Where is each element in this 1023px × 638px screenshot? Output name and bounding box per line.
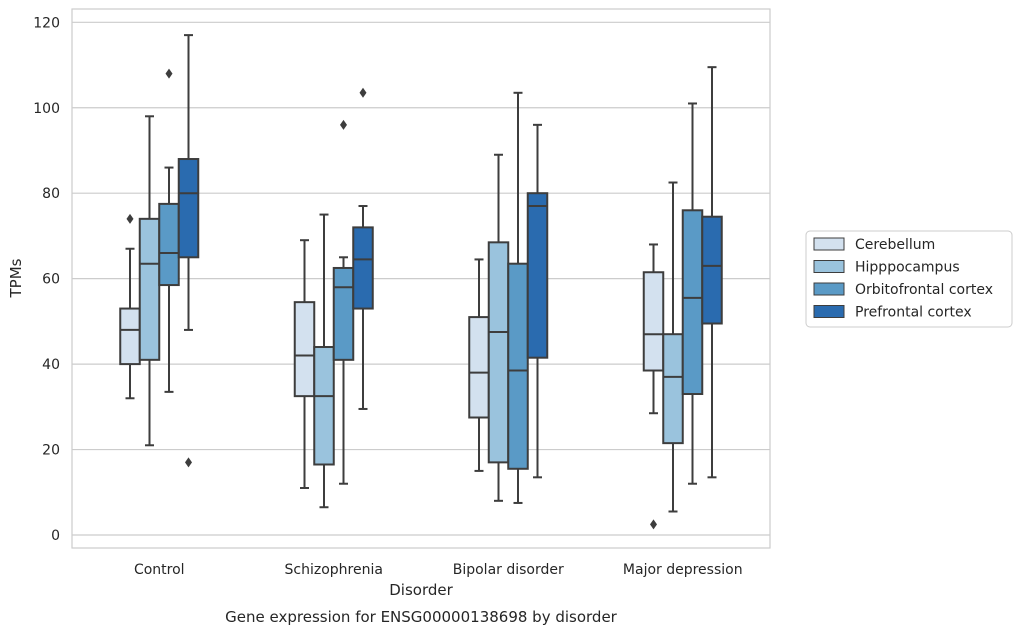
y-tick-label: 120 xyxy=(33,15,60,31)
iqr-box xyxy=(507,262,529,470)
box-orbitofrontal-cortex-schizophrenia xyxy=(332,119,355,485)
iqr-box xyxy=(662,333,684,445)
box-prefrontal-cortex-major-depression xyxy=(701,66,723,479)
box-cerebellum-major-depression xyxy=(642,243,665,530)
iqr-box xyxy=(468,316,490,419)
outlier-point xyxy=(165,68,173,79)
outlier-point xyxy=(126,213,134,224)
y-tick-label: 0 xyxy=(51,528,60,544)
iqr-box xyxy=(642,271,665,372)
y-tick-label: 80 xyxy=(42,186,60,202)
legend-label: Cerebellum xyxy=(855,237,935,253)
box-prefrontal-cortex-bipolar-disorder xyxy=(526,123,549,479)
legend-swatch xyxy=(813,237,845,251)
iqr-box xyxy=(332,266,355,361)
y-tick-label: 60 xyxy=(42,272,60,288)
box-cerebellum-schizophrenia xyxy=(293,239,316,490)
box-hipppocampus-schizophrenia xyxy=(313,213,335,509)
y-axis-ticks: 0 20 40 60 80 100 120 xyxy=(33,15,60,544)
x-tick-label: Major depression xyxy=(623,562,743,578)
box-orbitofrontal-cortex-bipolar-disorder xyxy=(507,91,529,504)
iqr-box xyxy=(177,158,200,259)
box-prefrontal-cortex-schizophrenia xyxy=(352,87,374,410)
legend: Cerebellum Hipppocampus Orbitofrontal cort… xyxy=(805,230,1013,328)
y-axis-label: TPMs xyxy=(7,258,25,298)
boxes xyxy=(119,34,723,530)
box-cerebellum-bipolar-disorder xyxy=(468,258,490,472)
iqr-box xyxy=(681,209,704,396)
legend-swatch xyxy=(813,282,845,296)
legend-swatch xyxy=(813,305,845,318)
x-tick-label: Control xyxy=(134,562,185,578)
x-axis-ticks: Control Schizophrenia Bipolar disorder Majo… xyxy=(134,562,743,578)
legend-label: Hipppocampus xyxy=(855,260,960,276)
y-tick-label: 100 xyxy=(33,101,60,117)
x-tick-label: Bipolar disorder xyxy=(453,562,564,578)
legend-label: Prefrontal cortex xyxy=(855,305,972,321)
box-hipppocampus-control xyxy=(138,115,161,447)
chart-title: Gene expression for ENSG00000138698 by d… xyxy=(225,608,618,626)
outlier-point xyxy=(650,519,657,530)
legend-frame xyxy=(805,230,1013,328)
iqr-box xyxy=(293,301,316,398)
box-prefrontal-cortex-control xyxy=(177,34,200,468)
y-tick-label: 40 xyxy=(42,357,60,373)
x-axis-label: Disorder xyxy=(389,581,453,599)
outlier-point xyxy=(340,119,347,130)
iqr-box xyxy=(119,307,141,366)
iqr-box xyxy=(526,192,549,359)
y-tick-label: 20 xyxy=(42,443,60,459)
legend-swatch xyxy=(813,260,845,273)
legend-label: Orbitofrontal cortex xyxy=(855,282,993,298)
outlier-point xyxy=(359,87,367,98)
outlier-point xyxy=(185,457,192,468)
iqr-box xyxy=(313,346,335,466)
iqr-box xyxy=(138,217,161,361)
iqr-box xyxy=(352,226,374,310)
x-tick-label: Schizophrenia xyxy=(285,562,383,578)
iqr-box xyxy=(487,241,510,464)
iqr-box xyxy=(701,215,723,325)
iqr-box xyxy=(158,202,180,287)
